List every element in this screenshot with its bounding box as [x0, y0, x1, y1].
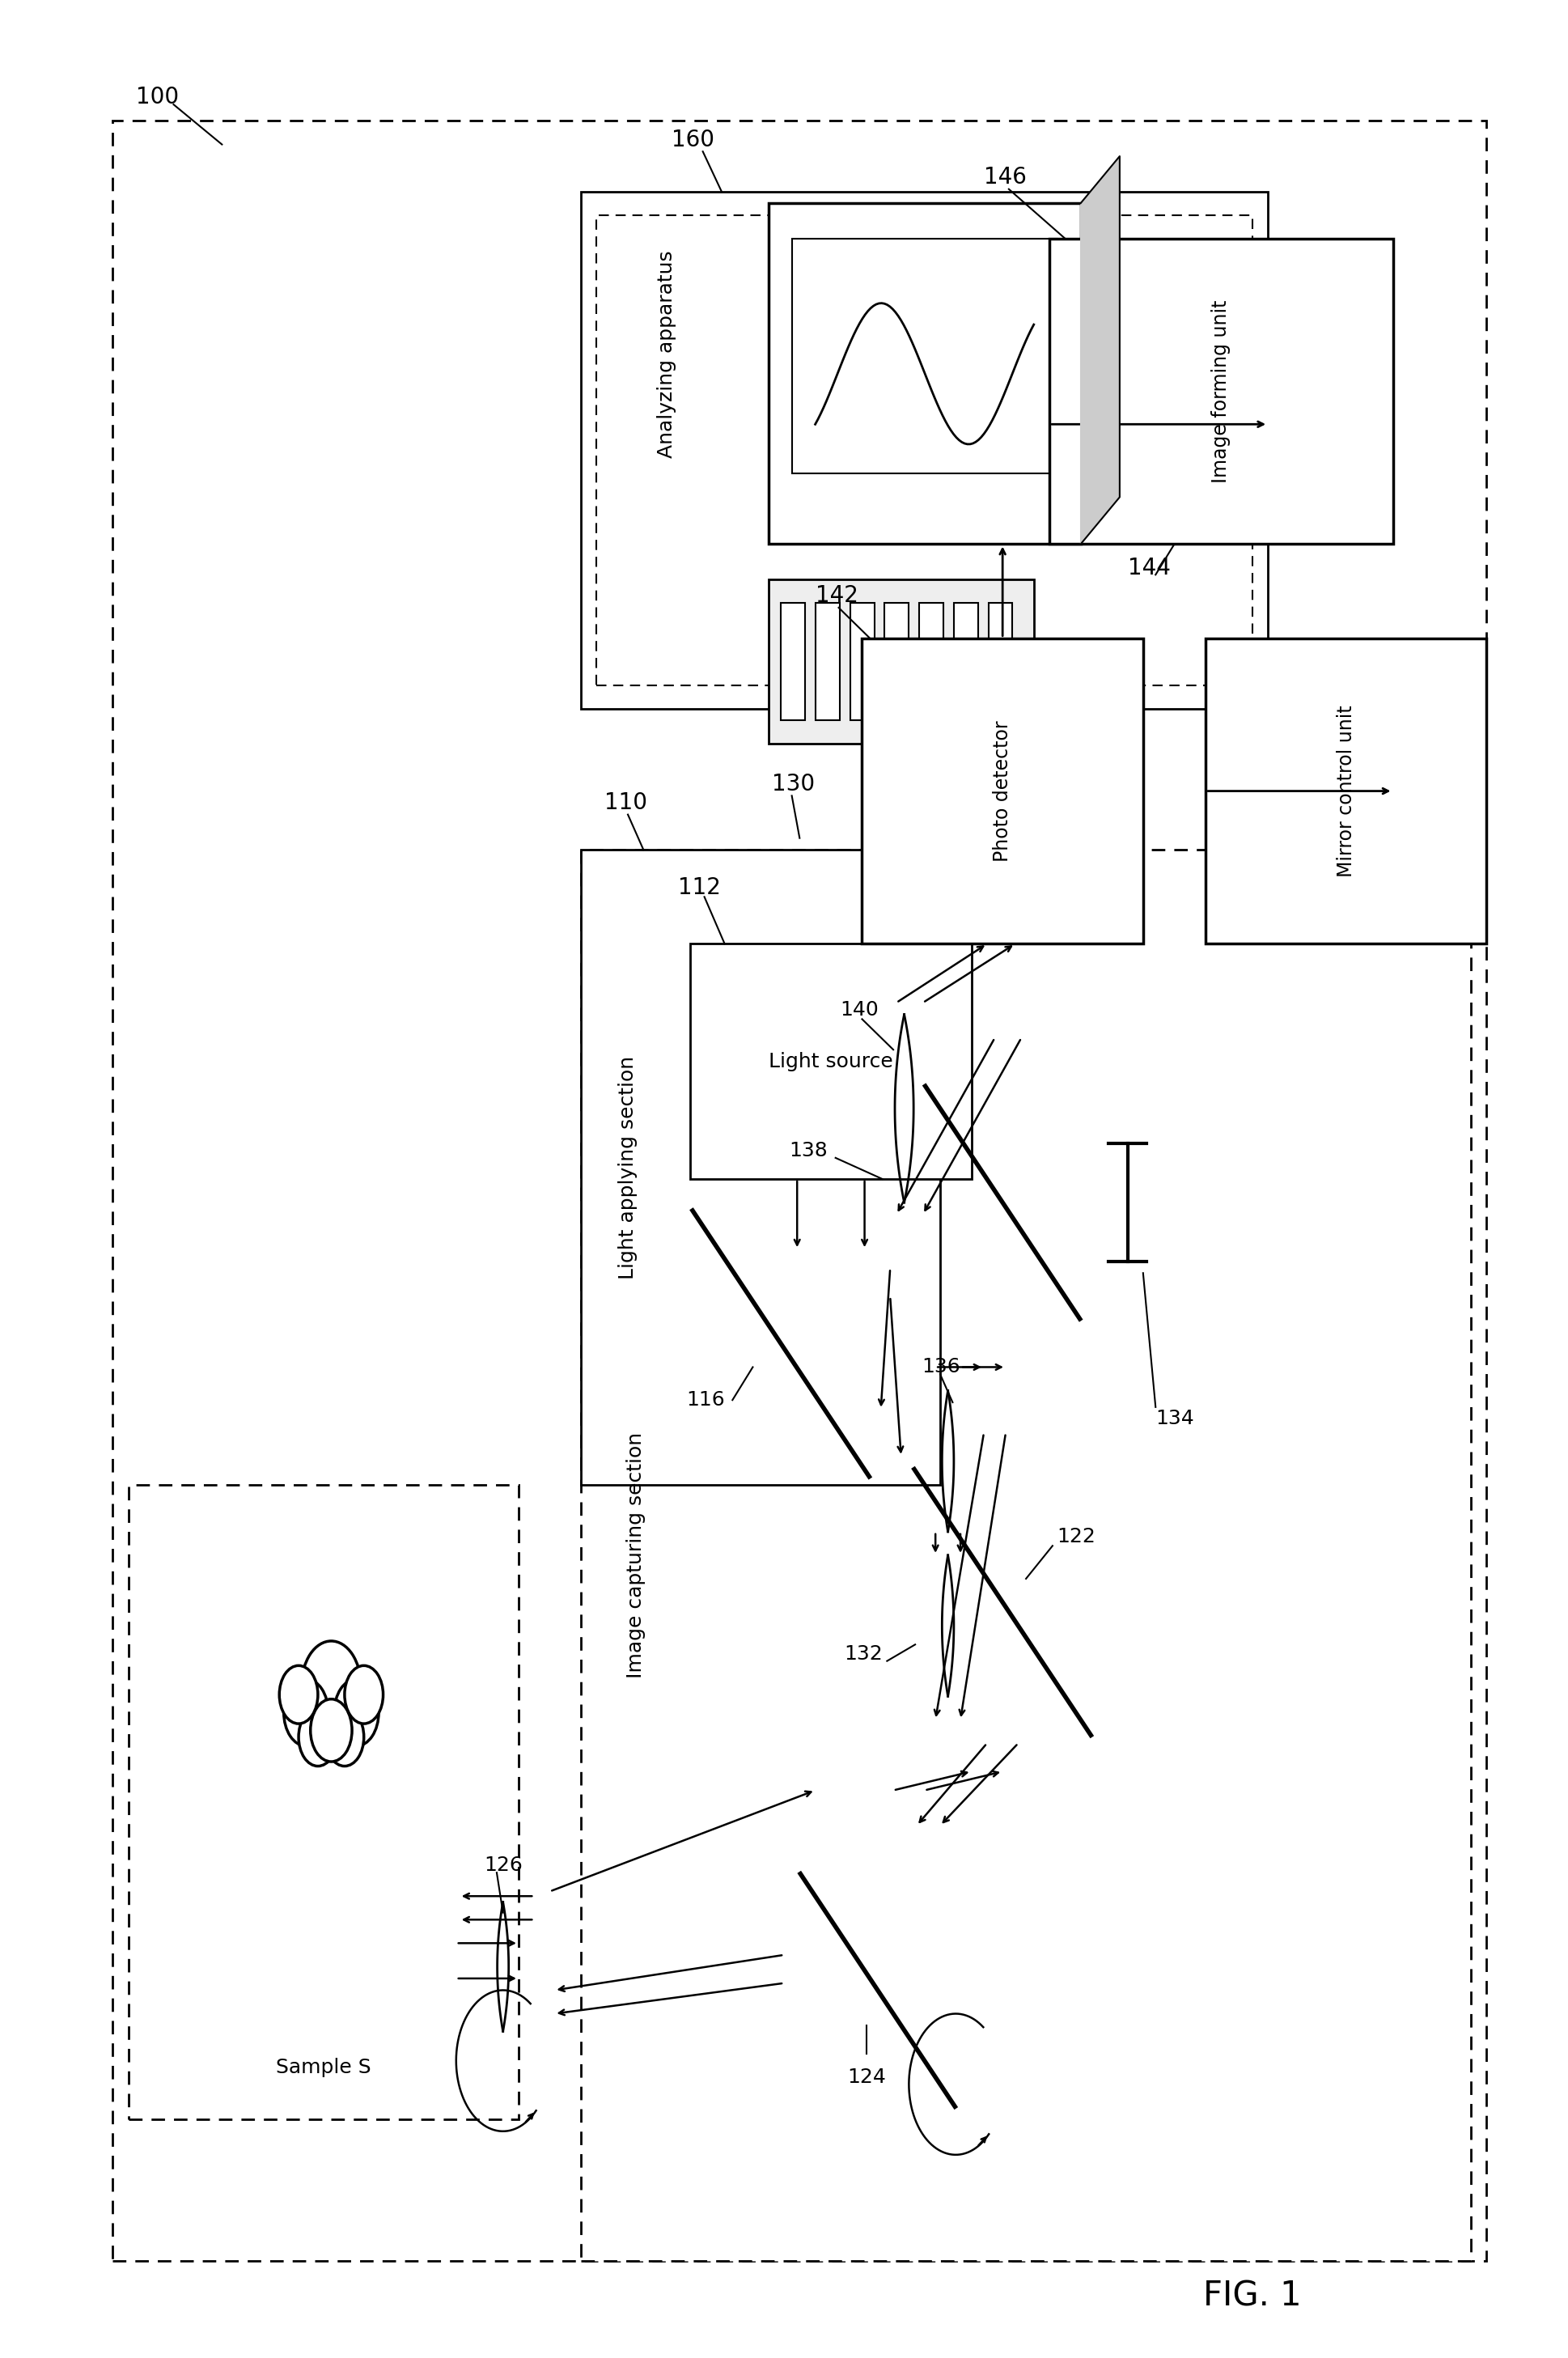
Circle shape [334, 1679, 379, 1745]
Bar [792, 238, 1057, 474]
Bar [582, 849, 941, 1486]
Text: 116: 116 [687, 1391, 724, 1410]
Text: 110: 110 [604, 792, 648, 814]
Bar [582, 191, 1269, 710]
Bar [988, 604, 1013, 722]
Text: 100: 100 [136, 87, 179, 108]
Bar [582, 849, 1471, 2261]
Text: FIG. 1: FIG. 1 [1203, 2278, 1301, 2313]
Circle shape [301, 1641, 361, 1731]
Text: Analyzing apparatus: Analyzing apparatus [657, 250, 677, 457]
Text: Photo detector: Photo detector [993, 722, 1013, 861]
Text: Mirror control unit: Mirror control unit [1336, 705, 1356, 877]
Bar [597, 215, 1253, 686]
Bar [953, 604, 978, 722]
Text: Light applying section: Light applying section [618, 1056, 638, 1278]
Polygon shape [1080, 156, 1120, 545]
Bar [850, 604, 875, 722]
Text: Image capturing section: Image capturing section [626, 1431, 646, 1679]
Text: Sample S: Sample S [276, 2059, 372, 2077]
Bar [129, 1486, 519, 2120]
Circle shape [298, 1707, 337, 1766]
Bar [690, 943, 971, 1179]
Text: Light source: Light source [768, 1052, 894, 1071]
Text: 122: 122 [1057, 1526, 1096, 1547]
Text: 146: 146 [983, 165, 1027, 189]
Circle shape [284, 1679, 328, 1745]
Text: 134: 134 [1156, 1410, 1195, 1429]
Text: 124: 124 [847, 2068, 886, 2087]
Bar [768, 580, 1033, 745]
Circle shape [325, 1707, 364, 1766]
Text: 130: 130 [771, 773, 814, 795]
Text: 136: 136 [922, 1358, 960, 1377]
Bar [113, 120, 1486, 2261]
Text: 140: 140 [840, 1000, 878, 1019]
Text: 126: 126 [485, 1856, 524, 1875]
Circle shape [310, 1700, 351, 1761]
Text: 142: 142 [815, 585, 858, 608]
Bar [862, 639, 1143, 943]
Bar [884, 604, 909, 722]
Bar [781, 604, 804, 722]
Circle shape [279, 1665, 318, 1724]
Bar [919, 604, 944, 722]
Text: 144: 144 [1127, 556, 1170, 580]
Text: Image forming unit: Image forming unit [1212, 299, 1231, 483]
Bar [768, 203, 1080, 545]
Bar [815, 604, 839, 722]
Bar [1049, 238, 1392, 545]
Text: 112: 112 [677, 877, 721, 898]
Text: 132: 132 [844, 1644, 883, 1665]
Text: 138: 138 [789, 1141, 828, 1160]
Bar [1206, 639, 1486, 943]
Circle shape [345, 1665, 383, 1724]
Text: 160: 160 [671, 127, 715, 151]
